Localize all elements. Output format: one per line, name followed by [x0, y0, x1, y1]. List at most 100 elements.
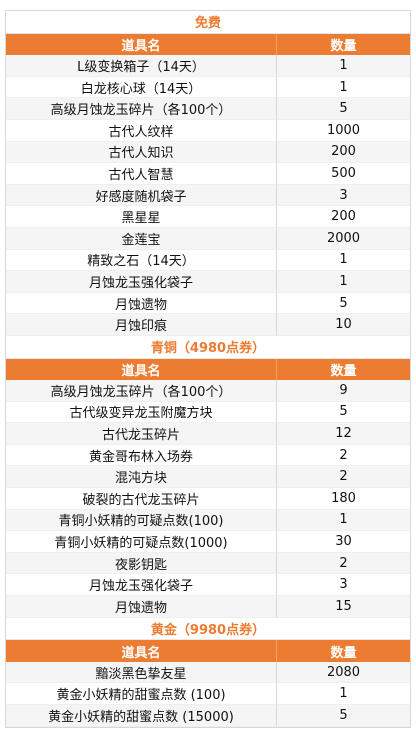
- item-quantity-cell: 5: [277, 705, 410, 727]
- table-row: 黄金小妖精的甜蜜点数 (15000) 5: [6, 705, 410, 727]
- table-row: 黑星星 200: [6, 206, 410, 228]
- item-name-cell: 金莲宝: [6, 227, 277, 250]
- reward-section: 黄金（9980点券） 道具名 数量 黯淡黑色挚友星 2080 黄金小妖精的甜蜜点数 (10…: [6, 617, 410, 727]
- item-name-cell: 青铜小妖精的可疑点数(100): [6, 509, 277, 532]
- table-row: 破裂的古代龙玉碎片 180: [6, 488, 410, 510]
- column-header-qty: 数量: [330, 38, 357, 54]
- item-name-cell: 月蚀印痕: [6, 314, 277, 336]
- column-header-qty: 数量: [330, 645, 357, 661]
- item-name-cell: 青铜小妖精的可疑点数(1000): [6, 531, 277, 553]
- table-row: 高级月蚀龙玉碎片（各100个） 5: [6, 98, 410, 120]
- item-name-cell: 黑星星: [6, 206, 277, 228]
- item-quantity-cell: 2: [277, 466, 410, 489]
- item-quantity-cell: 2: [277, 553, 410, 575]
- table-row: 黄金小妖精的甜蜜点数 (100) 1: [6, 683, 410, 705]
- item-quantity-cell: 1: [277, 55, 410, 77]
- table-row: 高级月蚀龙玉碎片（各100个） 9: [6, 380, 410, 402]
- item-name-cell: 古代龙玉碎片: [6, 423, 277, 445]
- item-quantity-cell: 1: [277, 250, 410, 272]
- item-name-cell: 高级月蚀龙玉碎片（各100个）: [6, 380, 277, 402]
- table-row: 黯淡黑色挚友星 2080: [6, 661, 410, 684]
- table-row: 混沌方块 2: [6, 466, 410, 489]
- item-name-cell: 古代人知识: [6, 141, 277, 164]
- item-name-cell: 黄金小妖精的甜蜜点数 (100): [6, 683, 277, 705]
- section-title: 青铜（4980点券）: [6, 335, 410, 359]
- table-row: 古代级变异龙玉附魔方块 5: [6, 401, 410, 424]
- table-row: 月蚀遗物 15: [6, 596, 410, 618]
- reward-section: 青铜（4980点券） 道具名 数量 高级月蚀龙玉碎片（各100个） 9 古代级变异龙玉附魔…: [6, 335, 410, 618]
- item-name-cell: 黯淡黑色挚友星: [6, 661, 277, 684]
- table-row: 金莲宝 2000: [6, 227, 410, 250]
- table-row: 白龙核心球（14天） 1: [6, 76, 410, 99]
- table-row: 精致之石（14天） 1: [6, 249, 410, 272]
- item-quantity-cell: 10: [277, 314, 410, 336]
- item-quantity-cell: 15: [277, 596, 410, 618]
- table-row: 古代人纹样 1000: [6, 119, 410, 142]
- section-rows: 黯淡黑色挚友星 2080 黄金小妖精的甜蜜点数 (100) 1 黄金小妖精的甜蜜点数 (…: [6, 661, 410, 727]
- item-name-cell: 白龙核心球（14天）: [6, 76, 277, 99]
- column-header-item: 道具名: [6, 358, 277, 381]
- item-name-cell: 黄金小妖精的甜蜜点数 (15000): [6, 705, 277, 727]
- item-quantity-cell: 200: [277, 142, 410, 164]
- item-quantity-cell: 180: [277, 488, 410, 510]
- table-row: 月蚀龙玉强化袋子 1: [6, 271, 410, 293]
- table-row: 月蚀印痕 10: [6, 314, 410, 336]
- item-quantity-cell: 1: [277, 683, 410, 705]
- section-title: 免费: [6, 11, 410, 34]
- column-header-qty: 数量: [330, 363, 357, 379]
- item-quantity-cell: 5: [277, 293, 410, 315]
- section-rows: L级变换箱子（14天） 1 白龙核心球（14天） 1 高级月蚀龙玉碎片（各100个） 5 古…: [6, 55, 410, 336]
- item-name-cell: 破裂的古代龙玉碎片: [6, 488, 277, 510]
- item-quantity-cell: 2: [277, 445, 410, 467]
- item-name-cell: 古代人智慧: [6, 163, 277, 185]
- item-name-cell: 古代人纹样: [6, 119, 277, 142]
- table-row: 黄金哥布林入场券 2: [6, 444, 410, 467]
- item-name-cell: 月蚀龙玉强化袋子: [6, 271, 277, 293]
- item-quantity-cell: 3: [277, 574, 410, 597]
- section-title: 黄金（9980点券）: [6, 617, 410, 641]
- item-quantity-cell: 1: [277, 510, 410, 532]
- item-quantity-cell: 12: [277, 423, 410, 445]
- item-name-cell: 夜影钥匙: [6, 552, 277, 575]
- column-header-item: 道具名: [6, 640, 277, 662]
- item-name-cell: L级变换箱子（14天）: [6, 55, 277, 77]
- item-quantity-cell: 1: [277, 271, 410, 293]
- item-name-cell: 月蚀遗物: [6, 292, 277, 315]
- table-row: 古代龙玉碎片 12: [6, 423, 410, 445]
- table-header-row: 道具名 数量: [6, 640, 410, 662]
- table-row: 夜影钥匙 2: [6, 552, 410, 575]
- item-quantity-cell: 9: [277, 380, 410, 402]
- item-name-cell: 精致之石（14天）: [6, 249, 277, 272]
- table-row: 月蚀遗物 5: [6, 292, 410, 315]
- item-name-cell: 好感度随机袋子: [6, 184, 277, 207]
- item-quantity-cell: 1: [277, 77, 410, 99]
- item-quantity-cell: 2080: [277, 662, 410, 684]
- item-name-cell: 月蚀遗物: [6, 596, 277, 618]
- item-name-cell: 黄金哥布林入场券: [6, 444, 277, 467]
- table-row: 月蚀龙玉强化袋子 3: [6, 574, 410, 597]
- section-rows: 高级月蚀龙玉碎片（各100个） 9 古代级变异龙玉附魔方块 5 古代龙玉碎片 12 黄金哥布…: [6, 380, 410, 618]
- table-row: 古代人知识 200: [6, 141, 410, 164]
- item-name-cell: 古代级变异龙玉附魔方块: [6, 401, 277, 424]
- column-header-item: 道具名: [6, 33, 277, 56]
- item-quantity-cell: 2000: [277, 228, 410, 250]
- item-quantity-cell: 30: [277, 531, 410, 553]
- item-quantity-cell: 1000: [277, 120, 410, 142]
- table-row: 青铜小妖精的可疑点数(100) 1: [6, 509, 410, 532]
- table-header-row: 道具名 数量: [6, 33, 410, 56]
- item-name-cell: 高级月蚀龙玉碎片（各100个）: [6, 98, 277, 120]
- reward-section: 免费 道具名 数量 L级变换箱子（14天） 1 白龙核心球（14天） 1 高级月蚀龙玉碎片（各…: [6, 11, 410, 336]
- item-name-cell: 混沌方块: [6, 466, 277, 489]
- table-row: 青铜小妖精的可疑点数(1000) 30: [6, 531, 410, 553]
- item-quantity-cell: 5: [277, 98, 410, 120]
- table-row: L级变换箱子（14天） 1: [6, 55, 410, 77]
- item-quantity-cell: 500: [277, 163, 410, 185]
- item-quantity-cell: 200: [277, 206, 410, 228]
- item-name-cell: 月蚀龙玉强化袋子: [6, 574, 277, 597]
- table-row: 古代人智慧 500: [6, 163, 410, 185]
- reward-table: 免费 道具名 数量 L级变换箱子（14天） 1 白龙核心球（14天） 1 高级月蚀龙玉碎片（各…: [5, 10, 411, 728]
- item-quantity-cell: 5: [277, 402, 410, 424]
- table-row: 好感度随机袋子 3: [6, 184, 410, 207]
- item-quantity-cell: 3: [277, 185, 410, 207]
